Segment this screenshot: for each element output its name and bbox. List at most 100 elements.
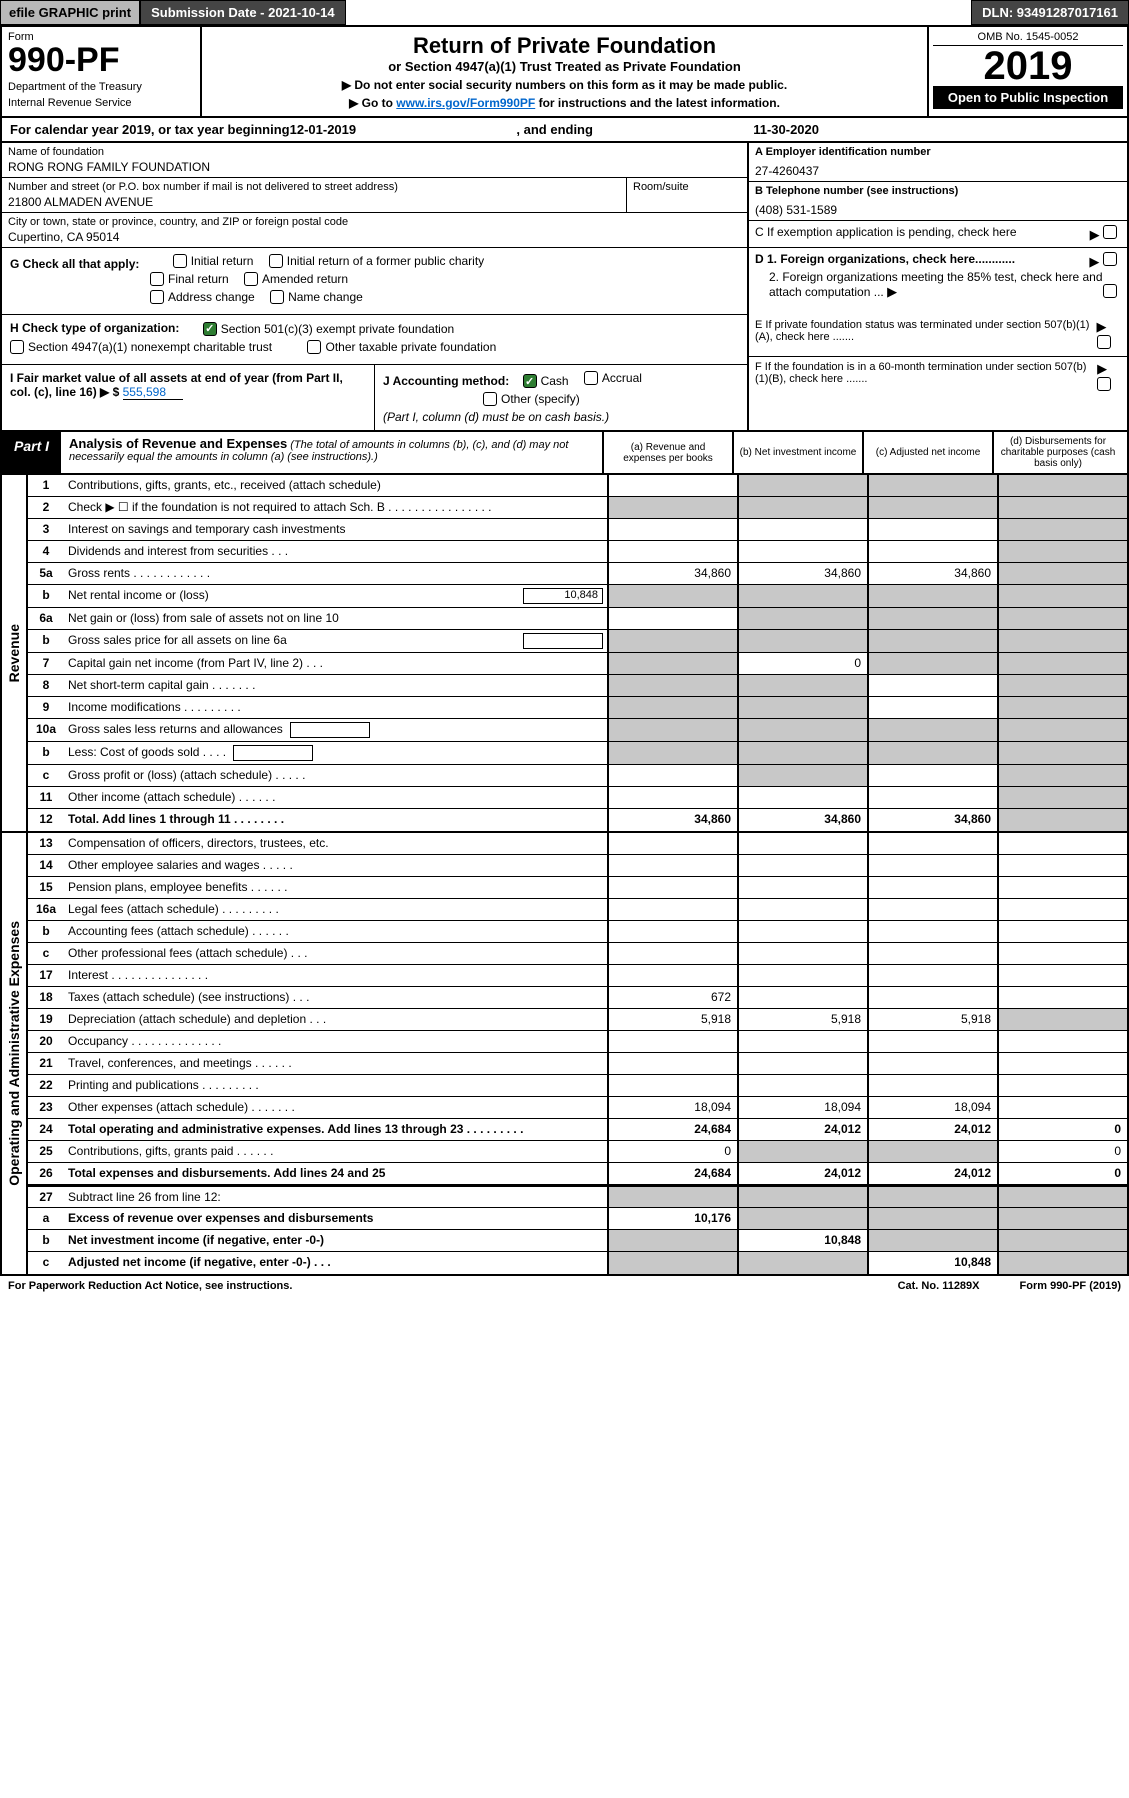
foundation-name-cell: Name of foundation RONG RONG FAMILY FOUN… bbox=[2, 143, 747, 178]
tax-year: 2019 bbox=[933, 46, 1123, 86]
r5a-c: 34,860 bbox=[867, 563, 997, 584]
r25-a: 0 bbox=[607, 1141, 737, 1162]
section-j: J Accounting method: ✓Cash Accrual Other… bbox=[375, 365, 747, 431]
foundation-name: RONG RONG FAMILY FOUNDATION bbox=[8, 160, 741, 174]
r24-c: 24,012 bbox=[867, 1119, 997, 1140]
col-c: (c) Adjusted net income bbox=[862, 432, 992, 473]
header-right: OMB No. 1545-0052 2019 Open to Public In… bbox=[927, 27, 1127, 116]
footer: For Paperwork Reduction Act Notice, see … bbox=[0, 1276, 1129, 1296]
part1-header: Part I Analysis of Revenue and Expenses … bbox=[0, 432, 1129, 475]
checkbox-amended[interactable] bbox=[244, 272, 258, 286]
city-cell: City or town, state or province, country… bbox=[2, 213, 747, 248]
col-d: (d) Disbursements for charitable purpose… bbox=[992, 432, 1122, 473]
footer-catalog: Cat. No. 11289X bbox=[898, 1280, 980, 1292]
checkbox-e[interactable] bbox=[1097, 335, 1111, 349]
address-cell: Number and street (or P.O. box number if… bbox=[2, 178, 627, 212]
header-center: Return of Private Foundation or Section … bbox=[202, 27, 927, 116]
r24-b: 24,012 bbox=[737, 1119, 867, 1140]
side-label-expenses: Operating and Administrative Expenses bbox=[2, 833, 28, 1274]
r5b-box: 10,848 bbox=[523, 588, 603, 604]
r24-d: 0 bbox=[997, 1119, 1127, 1140]
r24-a: 24,684 bbox=[607, 1119, 737, 1140]
info-left: Name of foundation RONG RONG FAMILY FOUN… bbox=[2, 143, 747, 315]
section-hij-left: H Check type of organization: ✓Section 5… bbox=[2, 315, 747, 430]
calendar-year-line: For calendar year 2019, or tax year begi… bbox=[0, 118, 1129, 143]
r26-c: 24,012 bbox=[867, 1163, 997, 1184]
phone: (408) 531-1589 bbox=[755, 203, 1121, 217]
r7-b: 0 bbox=[737, 653, 867, 674]
r18-a: 672 bbox=[607, 987, 737, 1008]
top-bar: efile GRAPHIC print Submission Date - 20… bbox=[0, 0, 1129, 27]
efile-print-button[interactable]: efile GRAPHIC print bbox=[0, 0, 140, 25]
info-grid: Name of foundation RONG RONG FAMILY FOUN… bbox=[0, 143, 1129, 315]
r25-d: 0 bbox=[997, 1141, 1127, 1162]
r26-a: 24,684 bbox=[607, 1163, 737, 1184]
section-hij-ef: H Check type of organization: ✓Section 5… bbox=[0, 315, 1129, 432]
checkbox-other-method[interactable] bbox=[483, 392, 497, 406]
r27b-b: 10,848 bbox=[737, 1230, 867, 1251]
room-suite-cell: Room/suite bbox=[627, 178, 747, 212]
instruction-1: ▶ Do not enter social security numbers o… bbox=[212, 78, 917, 92]
r27c-c: 10,848 bbox=[867, 1252, 997, 1274]
footer-left: For Paperwork Reduction Act Notice, see … bbox=[8, 1280, 292, 1292]
checkbox-address-change[interactable] bbox=[150, 290, 164, 304]
r26-b: 24,012 bbox=[737, 1163, 867, 1184]
section-i: I Fair market value of all assets at end… bbox=[2, 365, 375, 431]
checkbox-other-taxable[interactable] bbox=[307, 340, 321, 354]
irs-link[interactable]: www.irs.gov/Form990PF bbox=[396, 96, 535, 110]
r19-c: 5,918 bbox=[867, 1009, 997, 1030]
section-e: E If private foundation status was termi… bbox=[749, 315, 1127, 357]
col-a: (a) Revenue and expenses per books bbox=[602, 432, 732, 473]
part1-desc: Analysis of Revenue and Expenses (The to… bbox=[61, 432, 602, 473]
section-h: H Check type of organization: ✓Section 5… bbox=[2, 315, 747, 365]
expenses-section: Operating and Administrative Expenses 13… bbox=[0, 833, 1129, 1276]
checkbox-cash[interactable]: ✓ bbox=[523, 374, 537, 388]
checkbox-accrual[interactable] bbox=[584, 371, 598, 385]
checkbox-initial-return[interactable] bbox=[173, 254, 187, 268]
checkbox-d1[interactable] bbox=[1103, 252, 1117, 266]
checkbox-4947[interactable] bbox=[10, 340, 24, 354]
r12-a: 34,860 bbox=[607, 809, 737, 831]
form-number: 990-PF bbox=[8, 43, 194, 77]
info-right: A Employer identification number 27-4260… bbox=[747, 143, 1127, 315]
section-f: F If the foundation is in a 60-month ter… bbox=[749, 357, 1127, 398]
col-b: (b) Net investment income bbox=[732, 432, 862, 473]
r19-b: 5,918 bbox=[737, 1009, 867, 1030]
checkbox-d2[interactable] bbox=[1103, 284, 1117, 298]
section-d1: D 1. Foreign organizations, check here..… bbox=[749, 248, 1127, 304]
checkbox-name-change[interactable] bbox=[270, 290, 284, 304]
column-headers: (a) Revenue and expenses per books (b) N… bbox=[602, 432, 1127, 473]
dln-number: DLN: 93491287017161 bbox=[971, 0, 1129, 25]
header-left: Form 990-PF Department of the Treasury I… bbox=[2, 27, 202, 116]
checkbox-501c3[interactable]: ✓ bbox=[203, 322, 217, 336]
r5a-a: 34,860 bbox=[607, 563, 737, 584]
checkbox-final-return[interactable] bbox=[150, 272, 164, 286]
street-address: 21800 ALMADEN AVENUE bbox=[8, 195, 620, 209]
checkbox-f[interactable] bbox=[1097, 377, 1111, 391]
r12-b: 34,860 bbox=[737, 809, 867, 831]
open-public-badge: Open to Public Inspection bbox=[933, 86, 1123, 109]
footer-form: Form 990-PF (2019) bbox=[1020, 1280, 1121, 1292]
r19-a: 5,918 bbox=[607, 1009, 737, 1030]
phone-cell: B Telephone number (see instructions) (4… bbox=[749, 182, 1127, 221]
section-c: C If exemption application is pending, c… bbox=[749, 221, 1127, 248]
side-label-revenue: Revenue bbox=[2, 475, 28, 831]
r27a-a: 10,176 bbox=[607, 1208, 737, 1229]
dept-treasury: Department of the Treasury bbox=[8, 81, 194, 93]
checkbox-c[interactable] bbox=[1103, 225, 1117, 239]
submission-date: Submission Date - 2021-10-14 bbox=[140, 0, 346, 25]
revenue-section: Revenue 1Contributions, gifts, grants, e… bbox=[0, 475, 1129, 833]
dept-irs: Internal Revenue Service bbox=[8, 97, 194, 109]
r5a-b: 34,860 bbox=[737, 563, 867, 584]
fair-market-value: 555,598 bbox=[123, 385, 183, 400]
form-title: Return of Private Foundation bbox=[212, 33, 917, 59]
r26-d: 0 bbox=[997, 1163, 1127, 1184]
form-subtitle: or Section 4947(a)(1) Trust Treated as P… bbox=[212, 59, 917, 74]
ein: 27-4260437 bbox=[755, 164, 1121, 178]
part1-label: Part I bbox=[2, 432, 61, 473]
ein-cell: A Employer identification number 27-4260… bbox=[749, 143, 1127, 182]
checkbox-initial-public[interactable] bbox=[269, 254, 283, 268]
r23-c: 18,094 bbox=[867, 1097, 997, 1118]
r12-c: 34,860 bbox=[867, 809, 997, 831]
r23-a: 18,094 bbox=[607, 1097, 737, 1118]
